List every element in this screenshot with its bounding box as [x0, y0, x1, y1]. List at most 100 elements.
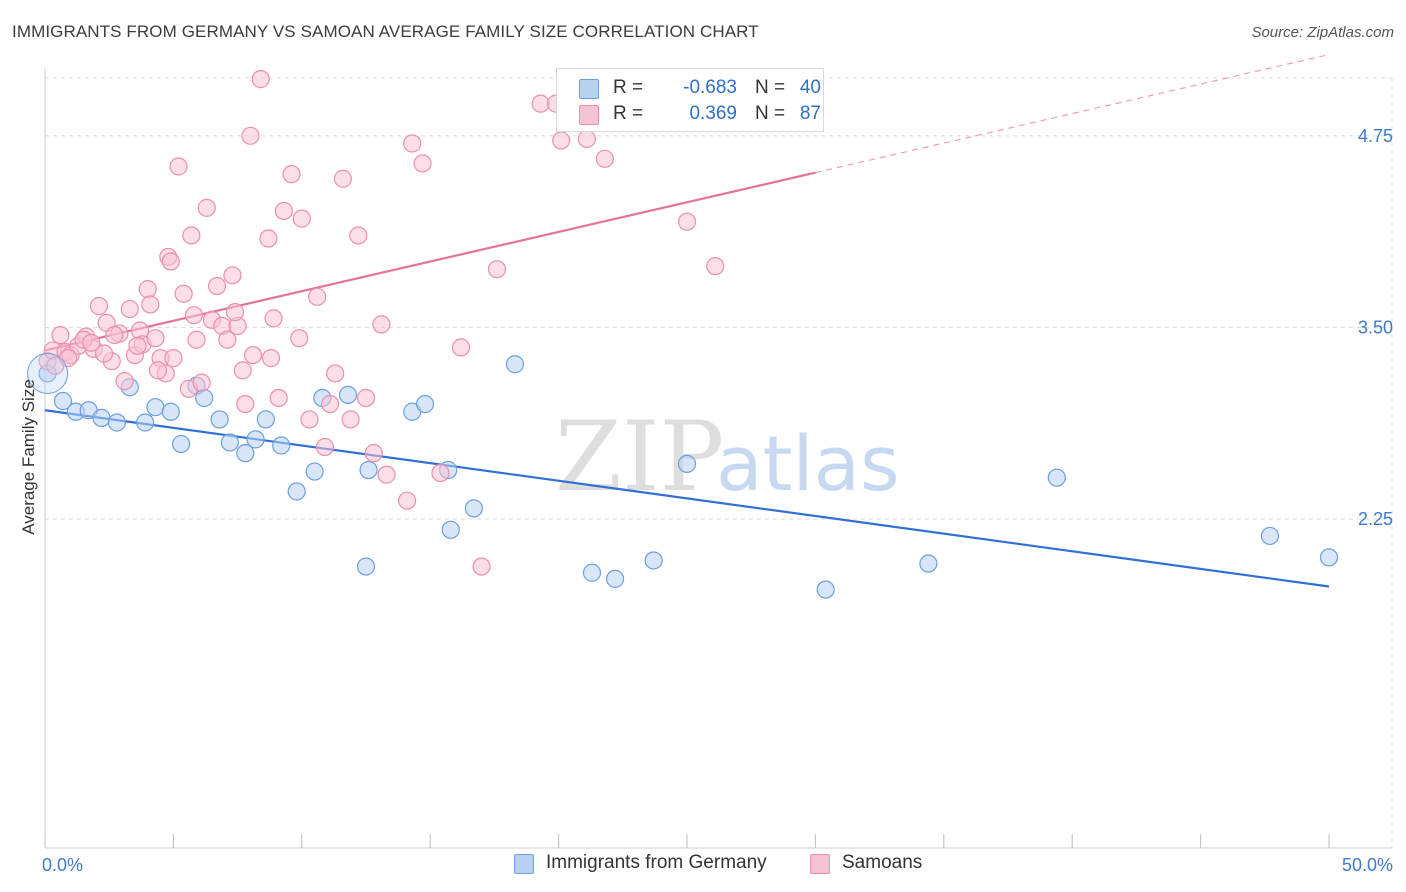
legend-swatch-blue [579, 79, 599, 99]
samoan-point [677, 212, 697, 231]
samoan-point [595, 149, 614, 168]
legend-n-label: N = [755, 77, 786, 98]
samoan-point [356, 388, 376, 408]
germany-point [1319, 548, 1339, 567]
samoan-point [431, 463, 450, 483]
germany-point [1260, 526, 1280, 546]
germany-point [210, 410, 229, 429]
samoan-point [141, 295, 160, 314]
samoan-point [223, 266, 242, 285]
germany-point [356, 557, 376, 576]
germany-point [582, 563, 602, 582]
germany-point [287, 482, 306, 501]
samoan-point [184, 306, 204, 325]
samoan-point [577, 129, 596, 148]
samoan-point [89, 296, 109, 316]
samoan-point [261, 349, 281, 368]
samoan-point [243, 345, 263, 365]
chart-title: IMMIGRANTS FROM GERMANY VS SAMOAN AVERAG… [12, 22, 759, 41]
samoan-point [207, 276, 227, 296]
samoan-point [315, 437, 335, 457]
germany-point [305, 462, 324, 481]
samoan-point [706, 257, 725, 276]
y-tick-label: 2.25 [1358, 509, 1393, 529]
watermark: ZIP atlas [555, 401, 900, 513]
samoan-point [308, 287, 327, 306]
samoan-point [472, 557, 491, 576]
samoan-point [251, 70, 270, 89]
germany-point [644, 551, 663, 570]
bottom-legend-swatch-pink [810, 854, 830, 874]
germany-point [53, 391, 73, 411]
samoan-point [372, 315, 391, 334]
germany-point [677, 454, 697, 473]
samoan-point [174, 284, 193, 303]
x-tick-label: 0.0% [42, 855, 83, 875]
watermark-atlas: atlas [716, 419, 900, 508]
samoan-point [413, 154, 432, 173]
germany-point [107, 413, 127, 432]
samoan-point [192, 373, 211, 392]
germany-point [919, 554, 938, 573]
germany-point [505, 355, 525, 374]
watermark-zip: ZIP [555, 401, 724, 513]
legend-r-value: 0.369 [689, 103, 737, 124]
samoan-point [292, 209, 311, 228]
legend-swatch-pink [579, 105, 599, 125]
germany-point [246, 430, 265, 449]
samoan-point [341, 410, 360, 429]
bottom-legend-swatch-blue [514, 854, 534, 874]
germany-point [415, 395, 435, 414]
y-tick-label: 3.50 [1358, 317, 1393, 337]
germany-point [236, 444, 255, 463]
samoan-point [552, 131, 571, 150]
samoan-point [236, 395, 255, 414]
data-points [27, 70, 1339, 599]
samoan-point [241, 126, 260, 145]
legend-r-value: -0.683 [683, 77, 737, 98]
samoan-trend-extension [815, 53, 1330, 174]
samoan-point [115, 372, 134, 391]
samoan-point [274, 201, 293, 221]
samoan-point [105, 326, 124, 345]
legend-r-label: R = [613, 103, 644, 124]
samoan-point [531, 94, 550, 113]
germany-point [92, 408, 111, 427]
legend-r-label: R = [613, 77, 644, 98]
samoan-point [120, 299, 139, 319]
germany-point [272, 436, 291, 455]
germany-point [441, 520, 460, 539]
samoan-point [169, 157, 188, 176]
samoan-point [264, 309, 283, 328]
samoan-point [259, 229, 278, 248]
samoan-point [138, 280, 157, 299]
samoan-point [146, 329, 165, 348]
correlation-legend: R = -0.683 N = 40 R = 0.369 N = 87 [556, 68, 824, 132]
samoan-point [290, 329, 309, 348]
samoan-point [161, 252, 180, 271]
samoan-point [364, 444, 383, 463]
samoan-point [225, 303, 245, 322]
germany-point [256, 410, 275, 429]
samoan-point [269, 388, 288, 408]
x-tick-label: 50.0% [1342, 855, 1393, 875]
samoan-point [333, 169, 352, 188]
germany-point [816, 580, 835, 599]
germany-point [161, 402, 180, 421]
samoan-point [164, 349, 183, 368]
samoan-point [182, 226, 201, 245]
y-tick-label: 4.75 [1358, 126, 1393, 146]
samoan-point [187, 330, 206, 349]
samoan-point [282, 165, 301, 184]
samoan-trend-line [44, 171, 816, 352]
samoan-point [397, 491, 417, 510]
samoan-point [320, 395, 340, 414]
germany-point [172, 434, 191, 454]
samoan-point [233, 361, 252, 380]
germany-point [338, 385, 358, 405]
samoan-point [326, 364, 345, 383]
bottom-legend-label: Samoans [842, 852, 923, 873]
germany-point [464, 499, 483, 518]
samoan-point [349, 226, 368, 245]
